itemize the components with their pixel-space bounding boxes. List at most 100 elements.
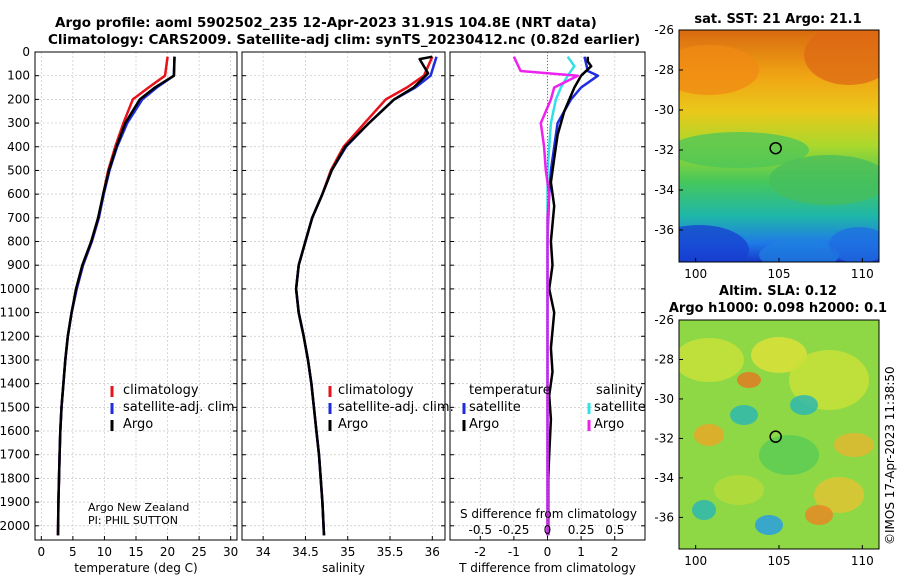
x-tick-label: 35 [340,545,355,559]
panel-temperature: 0 5 10 15 20 25 30 temperature (deg C) [34,51,238,575]
map-y-tick-label: -34 [654,471,674,485]
map-y-tick-label: -28 [654,63,674,77]
axes-frame [241,51,446,541]
depth-tick-label: 1800 [0,471,30,485]
legend2-argo-label: Argo [338,417,369,432]
credit-line1: Argo New Zealand [88,501,190,514]
map-x-tick-label: 105 [768,554,791,568]
x-tick-label: -1 [508,545,520,559]
x-tick-label: 35.5 [377,545,404,559]
panel-salinity: 34 34.5 35 35.5 36 salinity [241,51,446,575]
x-tick-label: 1 [577,545,585,559]
sla-blob [737,372,761,388]
depth-tick-label: 1600 [0,424,30,438]
legend-diff-t-satellite: satellite [469,400,521,415]
sla-blob [790,395,818,415]
sst-blob [679,45,759,95]
legend-argo-label: Argo [123,417,154,432]
legend-diff-temperature-title: temperature [469,383,551,398]
map-field [679,320,879,549]
s-tick-label: -0.5 [469,523,492,537]
map-x-tick-label: 110 [851,554,874,568]
depth-tick-label: 800 [7,235,30,249]
depth-tick-label: 300 [7,116,30,130]
imos-watermark: ©IMOS 17-Apr-2023 11:38:50 [883,366,897,545]
depth-tick-label: 1700 [0,448,30,462]
sla-blob [714,475,764,505]
depth-tick-label: 100 [7,69,30,83]
sla-blob [814,477,864,513]
sst-blob [769,155,879,205]
sst-blob [829,227,879,262]
series-s-argo [512,56,580,536]
legend-diff-salinity-title: salinity [596,383,643,398]
map-y-tick-label: -32 [654,143,674,157]
depth-tick-label: 200 [7,92,30,106]
x-tick-label: -2 [474,545,486,559]
sla-blob [730,405,758,425]
s-tick-label: 0.5 [605,523,624,537]
legend2-satellite-label: satellite-adj. clim. [338,400,454,415]
depth-tick-label: 0 [22,45,30,59]
x-tick-label: 25 [191,545,206,559]
depth-tick-label: 500 [7,163,30,177]
argo-position-marker [769,141,782,155]
sla-blob [755,515,783,535]
depth-tick-label: 2000 [0,519,30,533]
map-y-tick-label: -28 [654,352,674,366]
map-y-tick-label: -32 [654,431,674,445]
sla-blob [679,338,744,382]
map-sst_map: 100 105 110 -36 -34 -32 -30 -28 -26 [654,23,880,281]
x-tick-label: 36 [425,545,440,559]
sst-blob [759,240,839,262]
map-x-tick-label: 100 [684,554,707,568]
figure-title-line2: Climatology: CARS2009. Satellite-adj cli… [48,32,641,48]
sla-blob [759,435,819,475]
legend-diff-s-argo: Argo [594,417,625,432]
legend-diff-t-argo: Argo [469,417,500,432]
map-x-tick-label: 100 [684,267,707,281]
x-tick-label: 34 [256,545,271,559]
map-field [679,30,879,262]
depth-tick-label: 400 [7,140,30,154]
sla-map-title: Altim. SLA: 0.12 [719,284,837,299]
s-axis-label: S difference from climatology [460,507,637,521]
series-satellite [294,56,438,536]
x-tick-label: 20 [160,545,175,559]
sla-blob [805,505,833,525]
legend2-climatology-label: climatology [338,383,414,398]
credit-line2: PI: PHIL SUTTON [88,514,179,527]
legend-diff-s-satellite: satellite [594,400,646,415]
depth-tick-label: 1100 [0,306,30,320]
series-argo [294,55,433,536]
s-tick-label: -0.25 [498,523,529,537]
series-t-argo [546,56,593,536]
legend-climatology-label: climatology [123,383,199,398]
map-y-tick-label: -34 [654,183,674,197]
map-x-tick-label: 110 [851,267,874,281]
sla-blob [751,337,807,373]
panel-difference: -2 -1 0 1 2-0.5 -0.25 0 0.25 0.5S difference fro… [449,51,646,575]
s-tick-label: 0.25 [568,523,595,537]
depth-tick-label: 900 [7,258,30,272]
x-axis-label: salinity [322,561,365,575]
sla-map-title2: Argo h1000: 0.098 h2000: 0.1 [669,301,887,316]
map-y-tick-label: -26 [654,23,674,37]
map-y-tick-label: -30 [654,392,674,406]
x-tick-label: 2 [611,545,619,559]
figure-title-line1: Argo profile: aoml 5902502_235 12-Apr-20… [55,15,597,31]
map-y-tick-label: -26 [654,313,674,327]
depth-tick-label: 600 [7,187,30,201]
x-tick-label: 0 [544,545,552,559]
sst-blob [804,30,879,85]
sla-blob [694,424,724,446]
series-argo [56,56,176,536]
x-tick-label: 30 [223,545,238,559]
sla-blob [692,500,716,520]
x-axis-label: temperature (deg C) [74,561,197,575]
x-tick-label: 5 [69,545,77,559]
x-tick-label: 10 [97,545,112,559]
map-x-tick-label: 105 [768,267,791,281]
